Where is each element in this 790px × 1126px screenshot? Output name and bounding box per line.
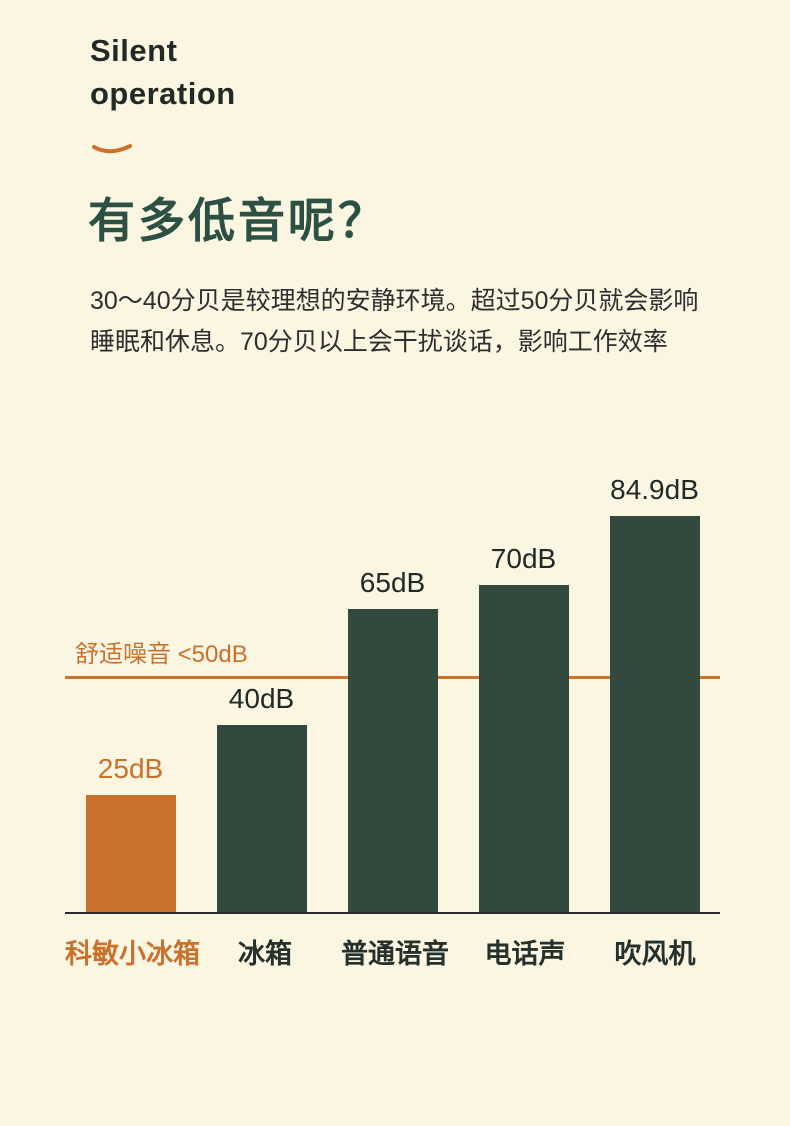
category-label-normal-speech: 普通语音: [341, 939, 449, 969]
category-label-fridge: 冰箱: [238, 939, 292, 969]
bar-column-hair-dryer: 84.9dB: [589, 474, 720, 912]
page-title: 有多低音呢？: [88, 193, 388, 247]
bar-column-phone-sound: 70dB: [458, 543, 589, 912]
bar-value-label: 70dB: [490, 543, 557, 574]
chart-plot-area: 舒适噪音 <50dB 25dB 40dB 65dB 70dB 84.9dB: [65, 474, 720, 912]
bar-fridge: [216, 725, 307, 912]
bar-phone-sound: [478, 585, 569, 912]
chart-baseline: [65, 912, 720, 914]
bar-value-label: 84.9dB: [610, 474, 699, 505]
bar-value-label: 40dB: [228, 683, 295, 714]
bar-hair-dryer: [609, 516, 700, 912]
bar-column-normal-speech: 65dB: [327, 567, 458, 912]
threshold-label: 舒适噪音 <50dB: [75, 641, 248, 668]
description-text: 30～40分贝是较理想的安静环境。超过50分贝就会影响睡眠和休息。70分贝以上会…: [90, 286, 699, 357]
category-labels: 科敏小冰箱 冰箱 普通语音 电话声 吹风机: [65, 932, 720, 971]
bar-column-fridge: 40dB: [196, 683, 327, 912]
bar-normal-speech: [347, 609, 438, 912]
category-label-hair-dryer: 吹风机: [614, 939, 696, 969]
noise-bar-chart: 舒适噪音 <50dB 25dB 40dB 65dB 70dB 84.9dB: [65, 474, 720, 971]
bar-column-kemin-mini-fridge: 25dB: [65, 753, 196, 912]
category-label-phone-sound: 电话声: [484, 939, 566, 969]
category-label-kemin-mini-fridge: 科敏小冰箱: [65, 939, 200, 969]
swoosh-underline-icon: [92, 143, 132, 153]
bar-kemin-mini-fridge: [85, 795, 176, 912]
bar-value-label: 25dB: [97, 753, 164, 784]
eyebrow-title: Silent operation: [90, 33, 236, 111]
bar-value-label: 65dB: [359, 567, 426, 598]
